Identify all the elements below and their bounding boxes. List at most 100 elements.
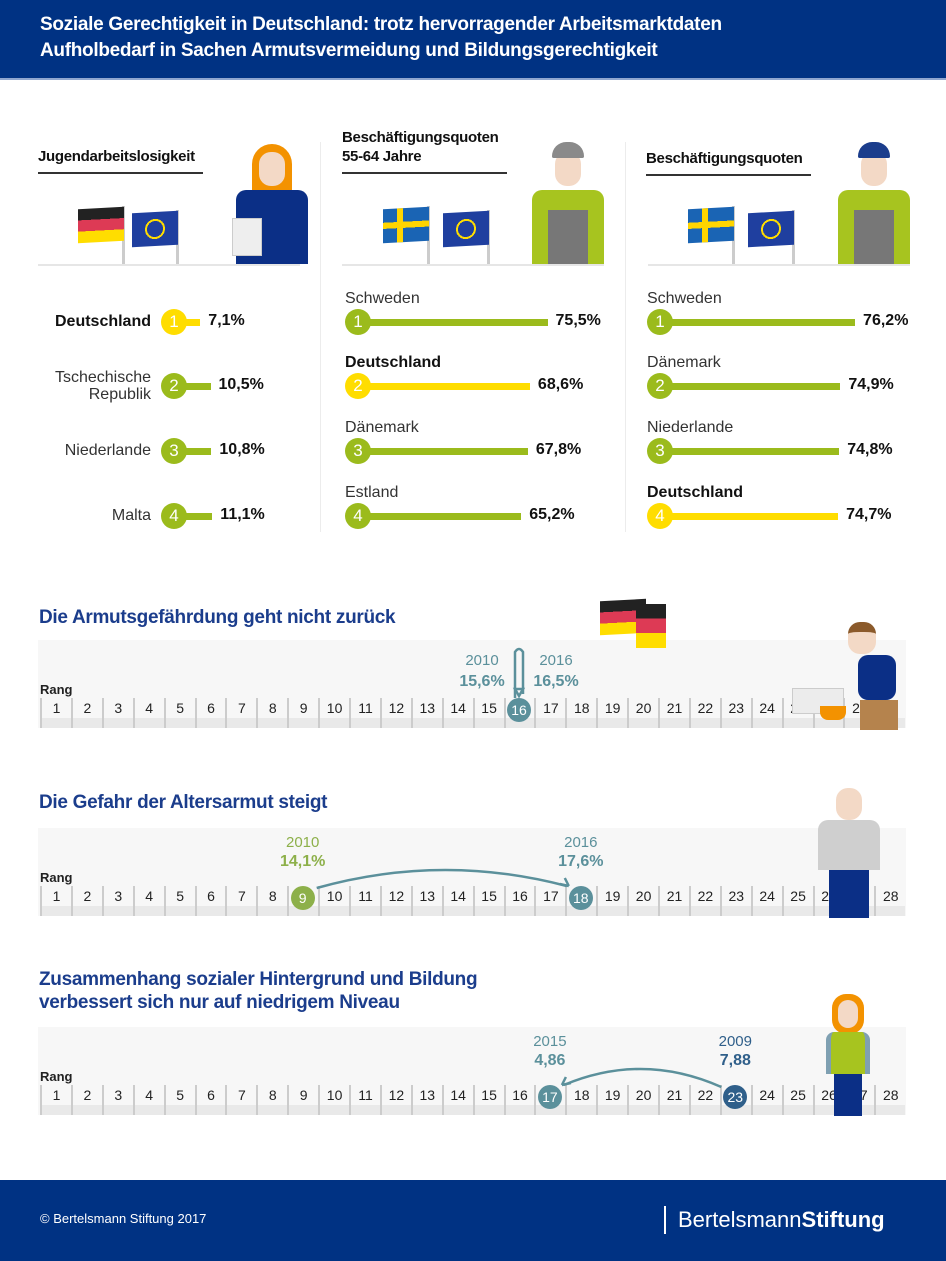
rank-number: 18	[574, 1087, 590, 1103]
rank-number: 8	[268, 888, 277, 904]
rank-number: 25	[790, 888, 806, 904]
rank-change-arrow	[316, 868, 570, 890]
value-bar	[370, 319, 548, 326]
rank-cell-band	[783, 1105, 813, 1115]
germany-flag-icon	[78, 206, 124, 244]
rank-number: 11	[358, 1087, 373, 1103]
rank-marker: 23	[723, 1085, 748, 1109]
rank-cell-band	[165, 718, 195, 728]
arrow-path	[563, 1067, 722, 1089]
rank-cell-band	[258, 718, 288, 728]
rank-cell-band	[196, 906, 226, 916]
rank-cell-band	[72, 718, 102, 728]
rank-cell-band	[443, 1105, 473, 1115]
rank-number: 21	[666, 888, 683, 904]
country-label: Tschechische Republik	[54, 369, 151, 403]
head-shape	[259, 152, 285, 186]
rank-cell-4: 4	[132, 698, 164, 728]
value-bar	[185, 383, 211, 390]
rank-cell-26: 26	[812, 1085, 844, 1115]
panel-title-employment-55-64: Beschäftigungsquoten 55-64 Jahre	[342, 128, 507, 174]
rank-marker: 9	[290, 886, 315, 910]
logo-bar	[664, 1206, 666, 1234]
eu-flag-icon	[443, 210, 489, 248]
rank-cell-3: 3	[101, 886, 133, 916]
eu-flag-icon	[132, 210, 178, 248]
rank-cell-28: 28	[874, 886, 906, 916]
rank-cell-24: 24	[750, 698, 782, 728]
helmet-icon	[552, 142, 584, 158]
value-label: 4,86	[534, 1052, 566, 1069]
panel-divider	[625, 142, 626, 532]
student-legs-shape	[834, 1074, 862, 1116]
rank-number: 25	[790, 1087, 806, 1103]
country-label: Schweden	[345, 290, 420, 307]
logo-text: Bertelsmann	[678, 1207, 802, 1232]
rank-cell-2: 2	[70, 1085, 102, 1115]
value-label: 67,8%	[535, 441, 582, 458]
rank-number: 24	[759, 1087, 775, 1103]
rank-cell-21: 21	[658, 1085, 689, 1115]
rank-number: 19	[604, 888, 621, 904]
rank-cell-band	[536, 906, 566, 916]
year-label: 2010	[465, 652, 499, 669]
rank-cell-band	[42, 718, 71, 728]
rank-cell-16: 16	[503, 1085, 535, 1115]
rank-cell-17: 17	[534, 886, 566, 916]
rank-cell-band	[474, 906, 504, 916]
rank-cell-10: 10	[318, 1085, 350, 1115]
header-banner: Soziale Gerechtigkeit in Deutschland: tr…	[0, 0, 946, 80]
rank-cell-band	[660, 906, 689, 916]
rank-cell-band	[72, 1105, 102, 1115]
rank-cell-1: 1	[40, 1085, 71, 1115]
arrow-path	[316, 868, 568, 890]
value-label: 68,6%	[537, 376, 584, 393]
rank-number: 11	[358, 888, 373, 904]
panel-divider	[320, 142, 321, 532]
rank-number: 10	[326, 888, 343, 904]
rank-number: 3	[114, 700, 123, 716]
value-label: 14,1%	[280, 853, 326, 870]
rank-cell-band	[505, 906, 535, 916]
rank-cell-7: 7	[225, 886, 257, 916]
rank-cell-1: 1	[40, 698, 71, 728]
rank-cell-8: 8	[256, 1085, 288, 1115]
rank-number: 4	[145, 888, 154, 904]
rank-scale: Rang 1 2 3 4 5 6 7 8 9 10 11 12 13 14 15 17 18 19 20 21 22 23 2…	[38, 640, 906, 728]
rank-cell-19: 19	[596, 698, 628, 728]
rank-cell-band	[103, 906, 133, 916]
rank-number: 15	[481, 888, 497, 904]
rank-number: 28	[883, 888, 899, 904]
rank-cell-11: 11	[349, 886, 380, 916]
rank-cell-band	[381, 718, 411, 728]
rank-cell-10: 10	[318, 886, 350, 916]
rank-badge: 1	[647, 309, 673, 335]
rank-number: 21	[666, 700, 683, 716]
rank-cell-band	[134, 718, 164, 728]
rank-number: 1	[52, 888, 61, 904]
rank-number: 22	[697, 888, 714, 904]
rank-number: 18	[574, 700, 590, 716]
rank-cell-band	[320, 1105, 350, 1115]
value-bar	[185, 513, 213, 520]
rank-badge: 2	[345, 373, 371, 399]
rank-cell-band	[443, 718, 473, 728]
value-bar	[672, 319, 856, 326]
country-label: Dänemark	[647, 354, 721, 371]
rank-cell-band	[783, 906, 813, 916]
value-label: 15,6%	[459, 673, 505, 690]
rank-cell-band	[165, 1105, 195, 1115]
rank-cell-band	[536, 1105, 566, 1115]
value-bar	[370, 513, 522, 520]
rank-number: 10	[326, 1087, 343, 1103]
rank-cell-5: 5	[163, 698, 195, 728]
rank-cell-3: 3	[101, 1085, 133, 1115]
rank-cell-25: 25	[781, 1085, 813, 1115]
old-man-head-shape	[836, 788, 862, 820]
rank-scale: Rang 1 2 3 4 5 6 7 8 10 11 12 13 14 15 16 17 19 20 21 22 23 24…	[38, 828, 906, 916]
rank-cell-band	[103, 1105, 133, 1115]
rank-cell-11: 11	[349, 1085, 380, 1115]
rank-badge: 4	[345, 503, 371, 529]
value-label: 74,7%	[846, 506, 892, 523]
rank-number: 24	[759, 700, 775, 716]
